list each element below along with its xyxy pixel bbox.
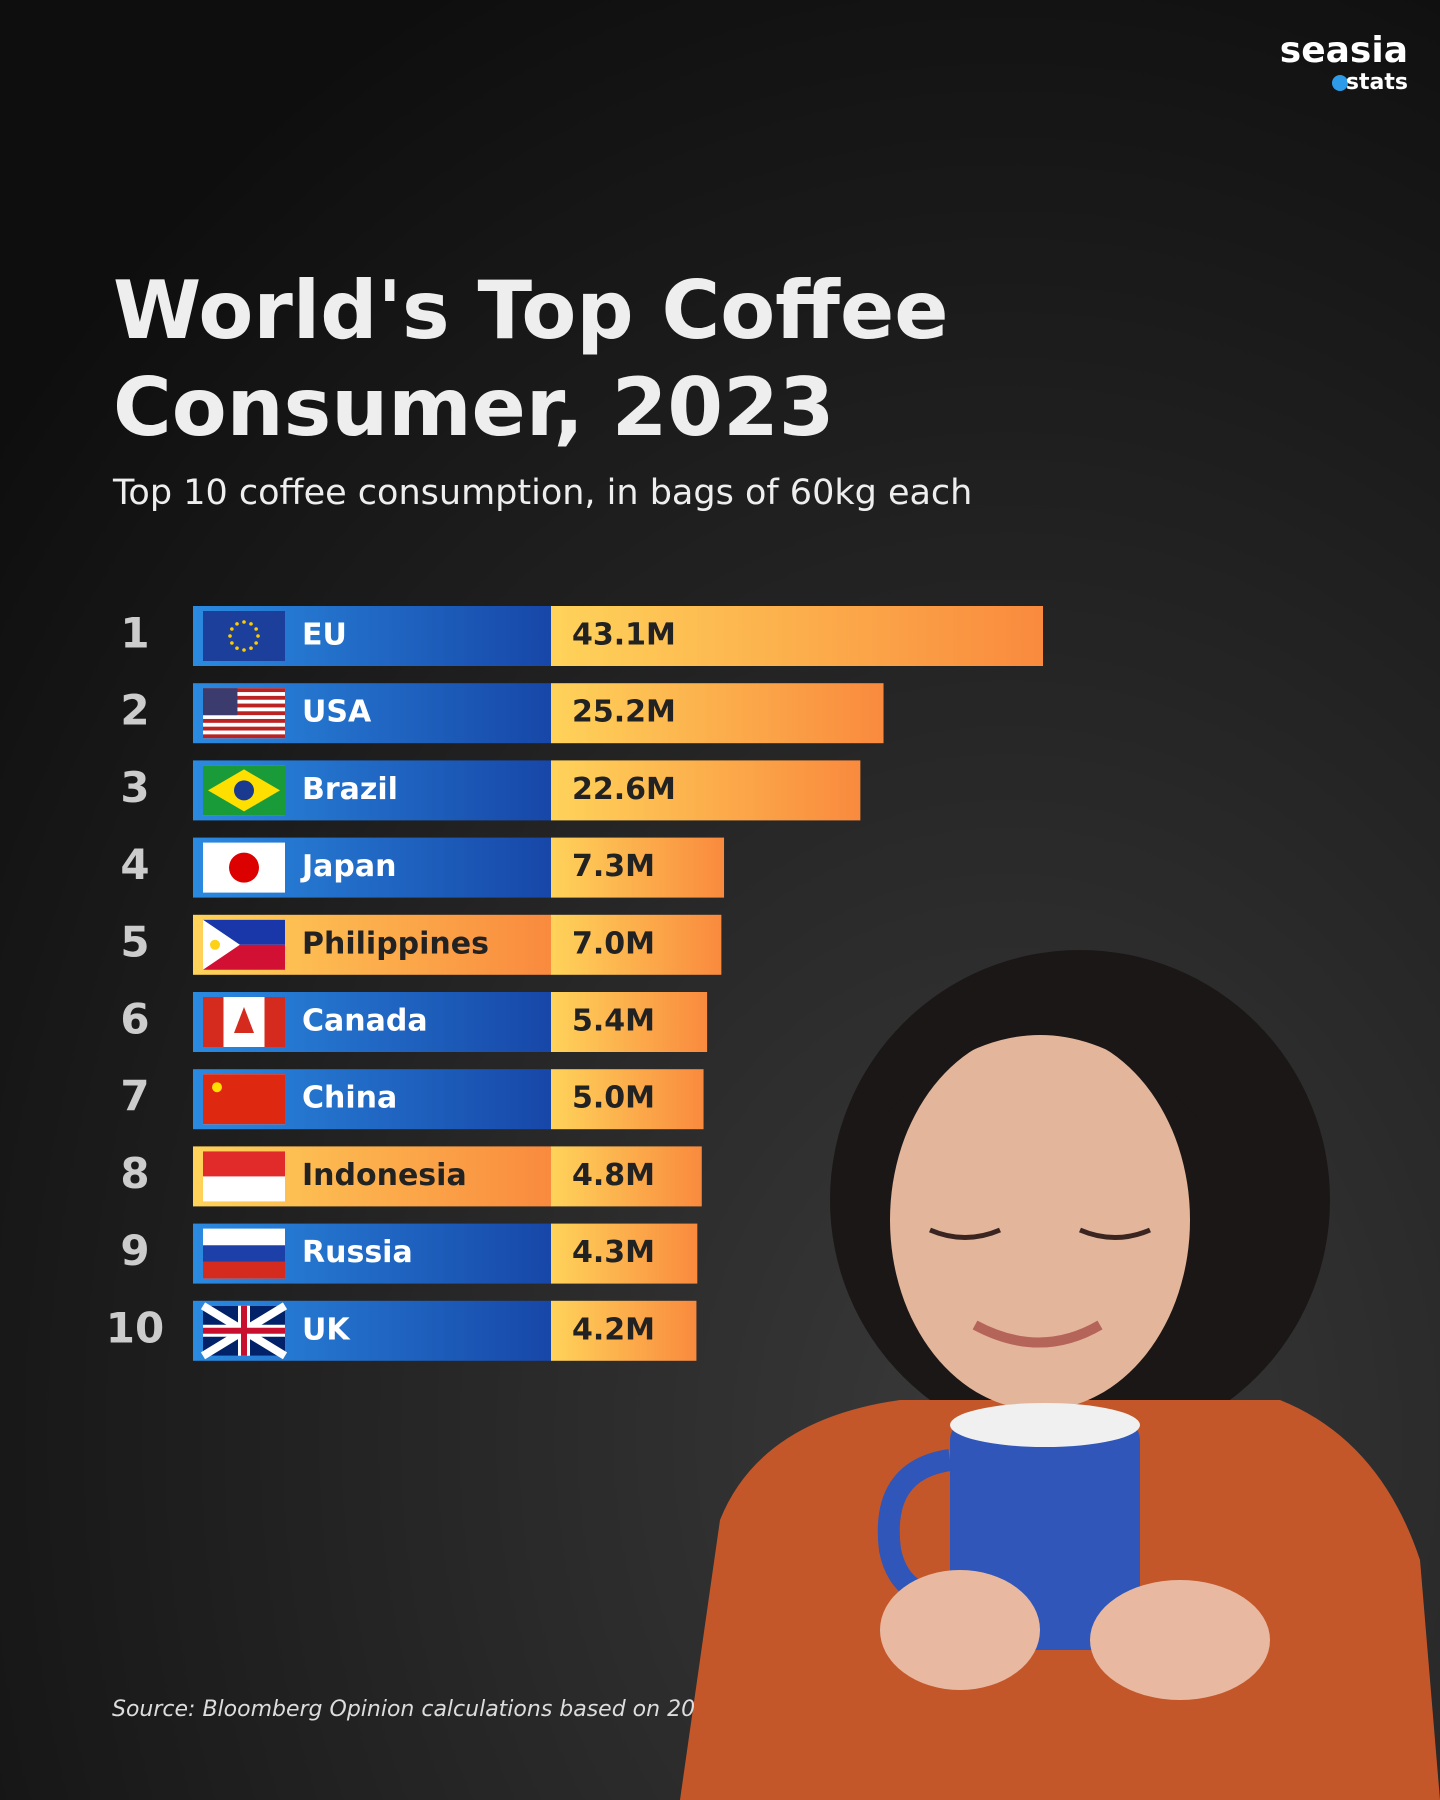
value-label: 4.8M	[572, 1158, 655, 1193]
flag	[235, 646, 239, 650]
flag	[234, 780, 254, 801]
flag	[230, 641, 234, 645]
value-label: 25.2M	[572, 695, 676, 730]
flag	[203, 919, 240, 970]
flag	[203, 1261, 285, 1279]
flag	[200, 1302, 288, 1360]
flag	[203, 611, 285, 661]
flag	[203, 703, 285, 708]
category-label: Japan	[300, 849, 396, 884]
rank: 9	[120, 1226, 149, 1275]
value-label: 5.4M	[572, 1004, 655, 1039]
category-label: China	[302, 1081, 397, 1116]
flag	[203, 1151, 285, 1177]
flag	[249, 622, 253, 626]
flag	[212, 1082, 222, 1093]
source: Source: Bloomberg Opinion calculations b…	[112, 1697, 695, 1722]
flag	[264, 997, 285, 1047]
chart-title: Consumer, 2023	[113, 361, 834, 454]
rank: 8	[120, 1149, 149, 1198]
flag	[203, 765, 285, 816]
flag	[254, 641, 258, 645]
bar	[551, 760, 861, 821]
bar	[551, 1223, 698, 1284]
bar	[551, 683, 884, 744]
value-label: 4.3M	[572, 1235, 655, 1270]
category-label: UK	[302, 1312, 351, 1347]
rank: 1	[120, 609, 149, 658]
bar	[551, 1069, 704, 1130]
category-label: EU	[302, 618, 347, 653]
flag	[203, 718, 285, 723]
flag	[203, 997, 224, 1047]
value-label: 7.3M	[572, 849, 655, 884]
rank: 7	[120, 1072, 149, 1121]
flag	[235, 622, 239, 626]
rank: 10	[106, 1303, 164, 1352]
chart-title: World's Top Coffee	[113, 264, 948, 357]
flag	[203, 688, 238, 716]
flag	[210, 939, 220, 950]
flag	[228, 634, 232, 638]
flag	[203, 842, 285, 893]
chart-subtitle: Top 10 coffee consumption, in bags of 60…	[112, 473, 972, 513]
flag	[203, 1074, 285, 1125]
flag	[249, 646, 253, 650]
bar	[551, 914, 722, 975]
bar	[551, 837, 725, 898]
value-label: 4.2M	[572, 1312, 655, 1347]
value-label: 7.0M	[572, 926, 655, 961]
flag	[242, 648, 246, 652]
photo	[680, 950, 1440, 1800]
flag	[203, 997, 285, 1047]
category-label: Russia	[302, 1235, 413, 1270]
rank: 2	[120, 686, 149, 735]
rank: 4	[120, 840, 149, 889]
flag	[203, 611, 285, 661]
flag	[203, 734, 285, 739]
flag	[203, 1074, 285, 1125]
category-label: USA	[302, 695, 372, 730]
category-label: Brazil	[302, 772, 398, 807]
value-label: 5.0M	[572, 1081, 655, 1116]
flag	[203, 919, 285, 970]
flag	[229, 852, 259, 883]
flag	[254, 627, 258, 631]
brand-name: seasia	[1280, 30, 1408, 71]
flag	[203, 726, 285, 731]
flag	[203, 1245, 285, 1262]
bar	[551, 992, 708, 1052]
category-label: Indonesia	[302, 1158, 467, 1193]
flag	[203, 711, 285, 716]
flag	[203, 1151, 285, 1202]
flag	[203, 688, 285, 693]
rank: 5	[120, 917, 149, 966]
category-label: Philippines	[302, 926, 489, 961]
flag	[234, 1007, 254, 1033]
flag	[203, 1305, 285, 1356]
flag	[256, 634, 260, 638]
bar	[551, 1300, 697, 1361]
category-label: Canada	[302, 1004, 428, 1039]
flag	[203, 695, 285, 700]
bar	[551, 1146, 702, 1207]
brand-icon	[1332, 75, 1348, 91]
flag	[242, 620, 246, 624]
value-label: 43.1M	[572, 618, 676, 653]
rank: 6	[120, 995, 149, 1044]
brand-tag: stats	[1346, 70, 1408, 95]
flag	[203, 1228, 285, 1279]
bar	[551, 606, 1044, 666]
flag	[230, 627, 234, 631]
value-label: 22.6M	[572, 772, 676, 807]
rank: 3	[120, 763, 149, 812]
flag	[203, 688, 285, 739]
